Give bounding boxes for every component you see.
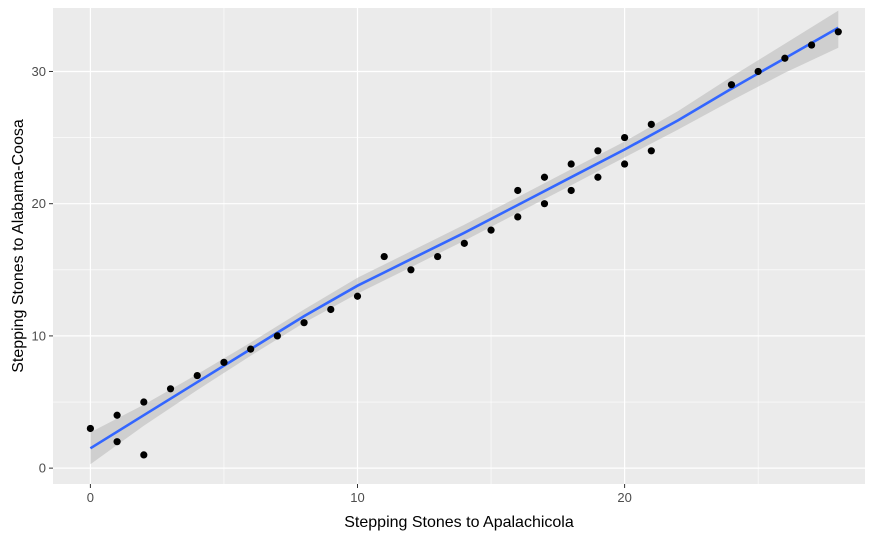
data-point [140,398,148,406]
data-point [514,186,522,195]
data-point [754,67,762,76]
grid-minor [53,8,865,484]
x-axis-title: Stepping Stones to Apalachicola [344,514,574,531]
data-point [113,411,121,419]
data-point [834,28,842,36]
data-point [327,305,335,314]
data-point [380,252,388,261]
data-point [807,41,816,49]
y-axis-title: Stepping Stones to Alabama-Coosa [10,119,27,373]
data-point [567,160,575,168]
data-point [113,438,121,446]
data-point [273,332,281,340]
data-points [86,28,842,459]
data-point [621,160,629,168]
y-axis-ticks: 0 10 20 30 [32,64,53,476]
confidence-band [90,10,839,465]
data-point [166,385,175,393]
data-point [407,266,415,274]
data-point [140,451,148,459]
data-point [434,252,442,261]
y-tick-label: 10 [32,328,46,343]
y-tick-label: 20 [32,196,46,211]
data-point [594,173,602,181]
y-tick-label: 30 [32,64,46,79]
data-point [540,173,549,181]
data-point [781,54,789,62]
x-tick-label: 10 [350,490,364,505]
x-tick-label: 0 [87,490,94,505]
data-point [594,147,602,155]
y-tick-label: 0 [39,461,46,476]
data-point [567,186,575,195]
data-point [727,81,736,89]
data-point [647,147,655,155]
data-point [647,120,655,128]
data-point [247,345,255,353]
data-point [300,319,308,327]
data-point [193,371,201,380]
x-tick-label: 20 [617,490,631,505]
smooth-line [89,26,839,450]
data-point [514,213,522,221]
data-point [460,239,468,247]
data-point [86,424,94,433]
data-point [487,226,495,234]
grid-major [53,8,865,484]
data-point [540,200,549,208]
data-point [220,358,228,366]
data-point [621,133,629,142]
x-axis-ticks: 0 10 20 [87,484,632,505]
data-point [353,292,362,300]
